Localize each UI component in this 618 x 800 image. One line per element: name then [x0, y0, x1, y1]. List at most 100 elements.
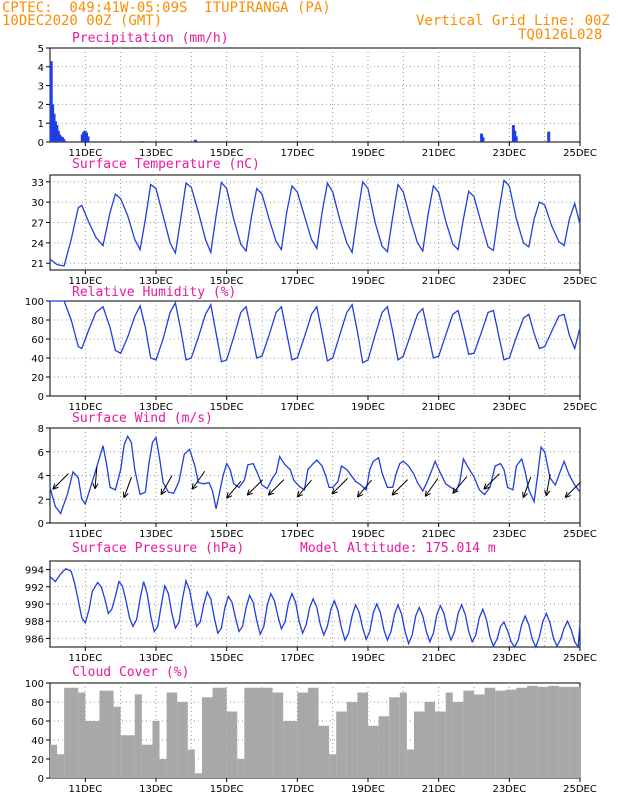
y-tick-label: 80	[31, 316, 44, 327]
cloud-bar	[537, 686, 549, 778]
cloud-bar	[329, 754, 337, 778]
cloud-bar	[435, 711, 446, 778]
precip-bar	[62, 139, 66, 142]
series-line	[49, 179, 581, 267]
wind-arrow-head	[483, 486, 490, 490]
y-tick-label: 27	[31, 219, 44, 230]
cloud-bar	[120, 735, 135, 778]
cloud-bar	[152, 721, 160, 778]
wind-arrow-head	[424, 490, 427, 497]
series-line	[50, 300, 581, 364]
y-tick-label: 988	[25, 617, 44, 628]
x-tick-label: 19DEC	[351, 653, 385, 664]
x-tick-label: 23DEC	[492, 784, 526, 795]
wind-arrow-head	[357, 494, 364, 498]
x-tick-label: 15DEC	[210, 529, 244, 540]
wind-arrow	[268, 479, 285, 496]
wind-arrow-head	[522, 491, 524, 498]
cloud-bar	[505, 689, 517, 778]
wind-arrow	[357, 479, 372, 498]
x-tick-label: 25DEC	[563, 784, 597, 795]
precip-bar	[193, 139, 197, 142]
y-tick-label: 100	[25, 679, 44, 690]
cloud-bar	[495, 690, 506, 778]
wind-arrow-head	[52, 483, 56, 490]
x-tick-label: 11DEC	[68, 653, 102, 664]
y-tick-label: 6	[38, 448, 44, 459]
y-tick-label: 60	[31, 335, 44, 346]
wind-arrow-head	[544, 489, 547, 496]
wind-arrow-head	[452, 487, 455, 494]
y-tick-label: 0	[38, 519, 44, 530]
x-tick-label: 17DEC	[280, 148, 314, 159]
wind-arrow	[391, 479, 408, 496]
cloud-bar	[297, 692, 308, 778]
x-tick-label: 17DEC	[280, 276, 314, 287]
wind-arrow-head	[267, 489, 271, 496]
wind-arrow-head	[391, 492, 398, 496]
panel-title: Surface Wind (m/s)	[72, 411, 213, 426]
x-tick-label: 19DEC	[351, 148, 385, 159]
wind-arrow-head	[483, 483, 487, 490]
wind-arrow	[564, 481, 582, 498]
x-tick-label: 15DEC	[210, 148, 244, 159]
wind-arrow-head	[545, 490, 551, 497]
x-tick-label: 17DEC	[280, 653, 314, 664]
cloud-bar	[113, 706, 121, 778]
cloud-bar	[399, 692, 407, 778]
model-altitude-label: Model Altitude: 175.014 m	[300, 541, 496, 556]
wind-arrow	[483, 473, 500, 490]
y-tick-label: 24	[31, 239, 44, 250]
cloud-bar	[346, 702, 358, 778]
wind-arrow	[331, 478, 348, 495]
cloud-bar	[463, 690, 474, 778]
panel-title: Relative Humidity (%)	[72, 285, 236, 300]
x-tick-label: 13DEC	[139, 402, 173, 413]
precip-bar	[514, 136, 518, 142]
x-tick-label: 13DEC	[139, 653, 173, 664]
y-tick-label: 986	[25, 634, 44, 645]
y-tick-label: 4	[38, 472, 44, 483]
precip-bar	[86, 136, 90, 142]
y-tick-label: 20	[31, 755, 44, 766]
x-tick-label: 13DEC	[139, 529, 173, 540]
y-tick-label: 3	[38, 82, 44, 93]
x-tick-label: 13DEC	[139, 276, 173, 287]
y-tick-label: 20	[31, 373, 44, 384]
cloud-bar	[159, 759, 167, 778]
x-tick-label: 17DEC	[280, 529, 314, 540]
x-tick-label: 25DEC	[563, 529, 597, 540]
cloud-bar	[406, 749, 414, 778]
precip-bar	[49, 61, 53, 142]
wind-arrow-head	[92, 483, 96, 490]
wind-arrow	[522, 476, 532, 498]
panel-frame	[49, 300, 581, 397]
x-tick-label: 15DEC	[210, 784, 244, 795]
wind-arrow	[94, 466, 98, 489]
x-tick-label: 15DEC	[210, 276, 244, 287]
cloud-bar	[237, 759, 245, 778]
x-tick-label: 11DEC	[68, 276, 102, 287]
x-tick-label: 23DEC	[492, 653, 526, 664]
wind-arrow-head	[331, 488, 335, 495]
cloud-bar	[484, 687, 496, 778]
header-run: 10DEC2020 00Z (GMT)	[2, 13, 163, 29]
cloud-bar	[580, 686, 581, 778]
wind-arrow-head	[52, 486, 59, 490]
x-tick-label: 11DEC	[68, 402, 102, 413]
cloud-bar	[187, 749, 195, 778]
cloud-bar	[445, 692, 453, 778]
y-tick-label: 40	[31, 354, 44, 365]
x-tick-label: 23DEC	[492, 402, 526, 413]
cloud-bar	[244, 687, 262, 778]
precip-bar	[140, 141, 144, 142]
x-tick-label: 21DEC	[422, 784, 456, 795]
cloud-bar	[57, 754, 65, 778]
y-tick-label: 4	[38, 63, 44, 74]
wind-arrow	[424, 478, 439, 497]
wind-arrow	[545, 474, 551, 496]
x-tick-label: 11DEC	[68, 784, 102, 795]
y-tick-label: 33	[31, 178, 44, 189]
x-tick-label: 15DEC	[210, 402, 244, 413]
